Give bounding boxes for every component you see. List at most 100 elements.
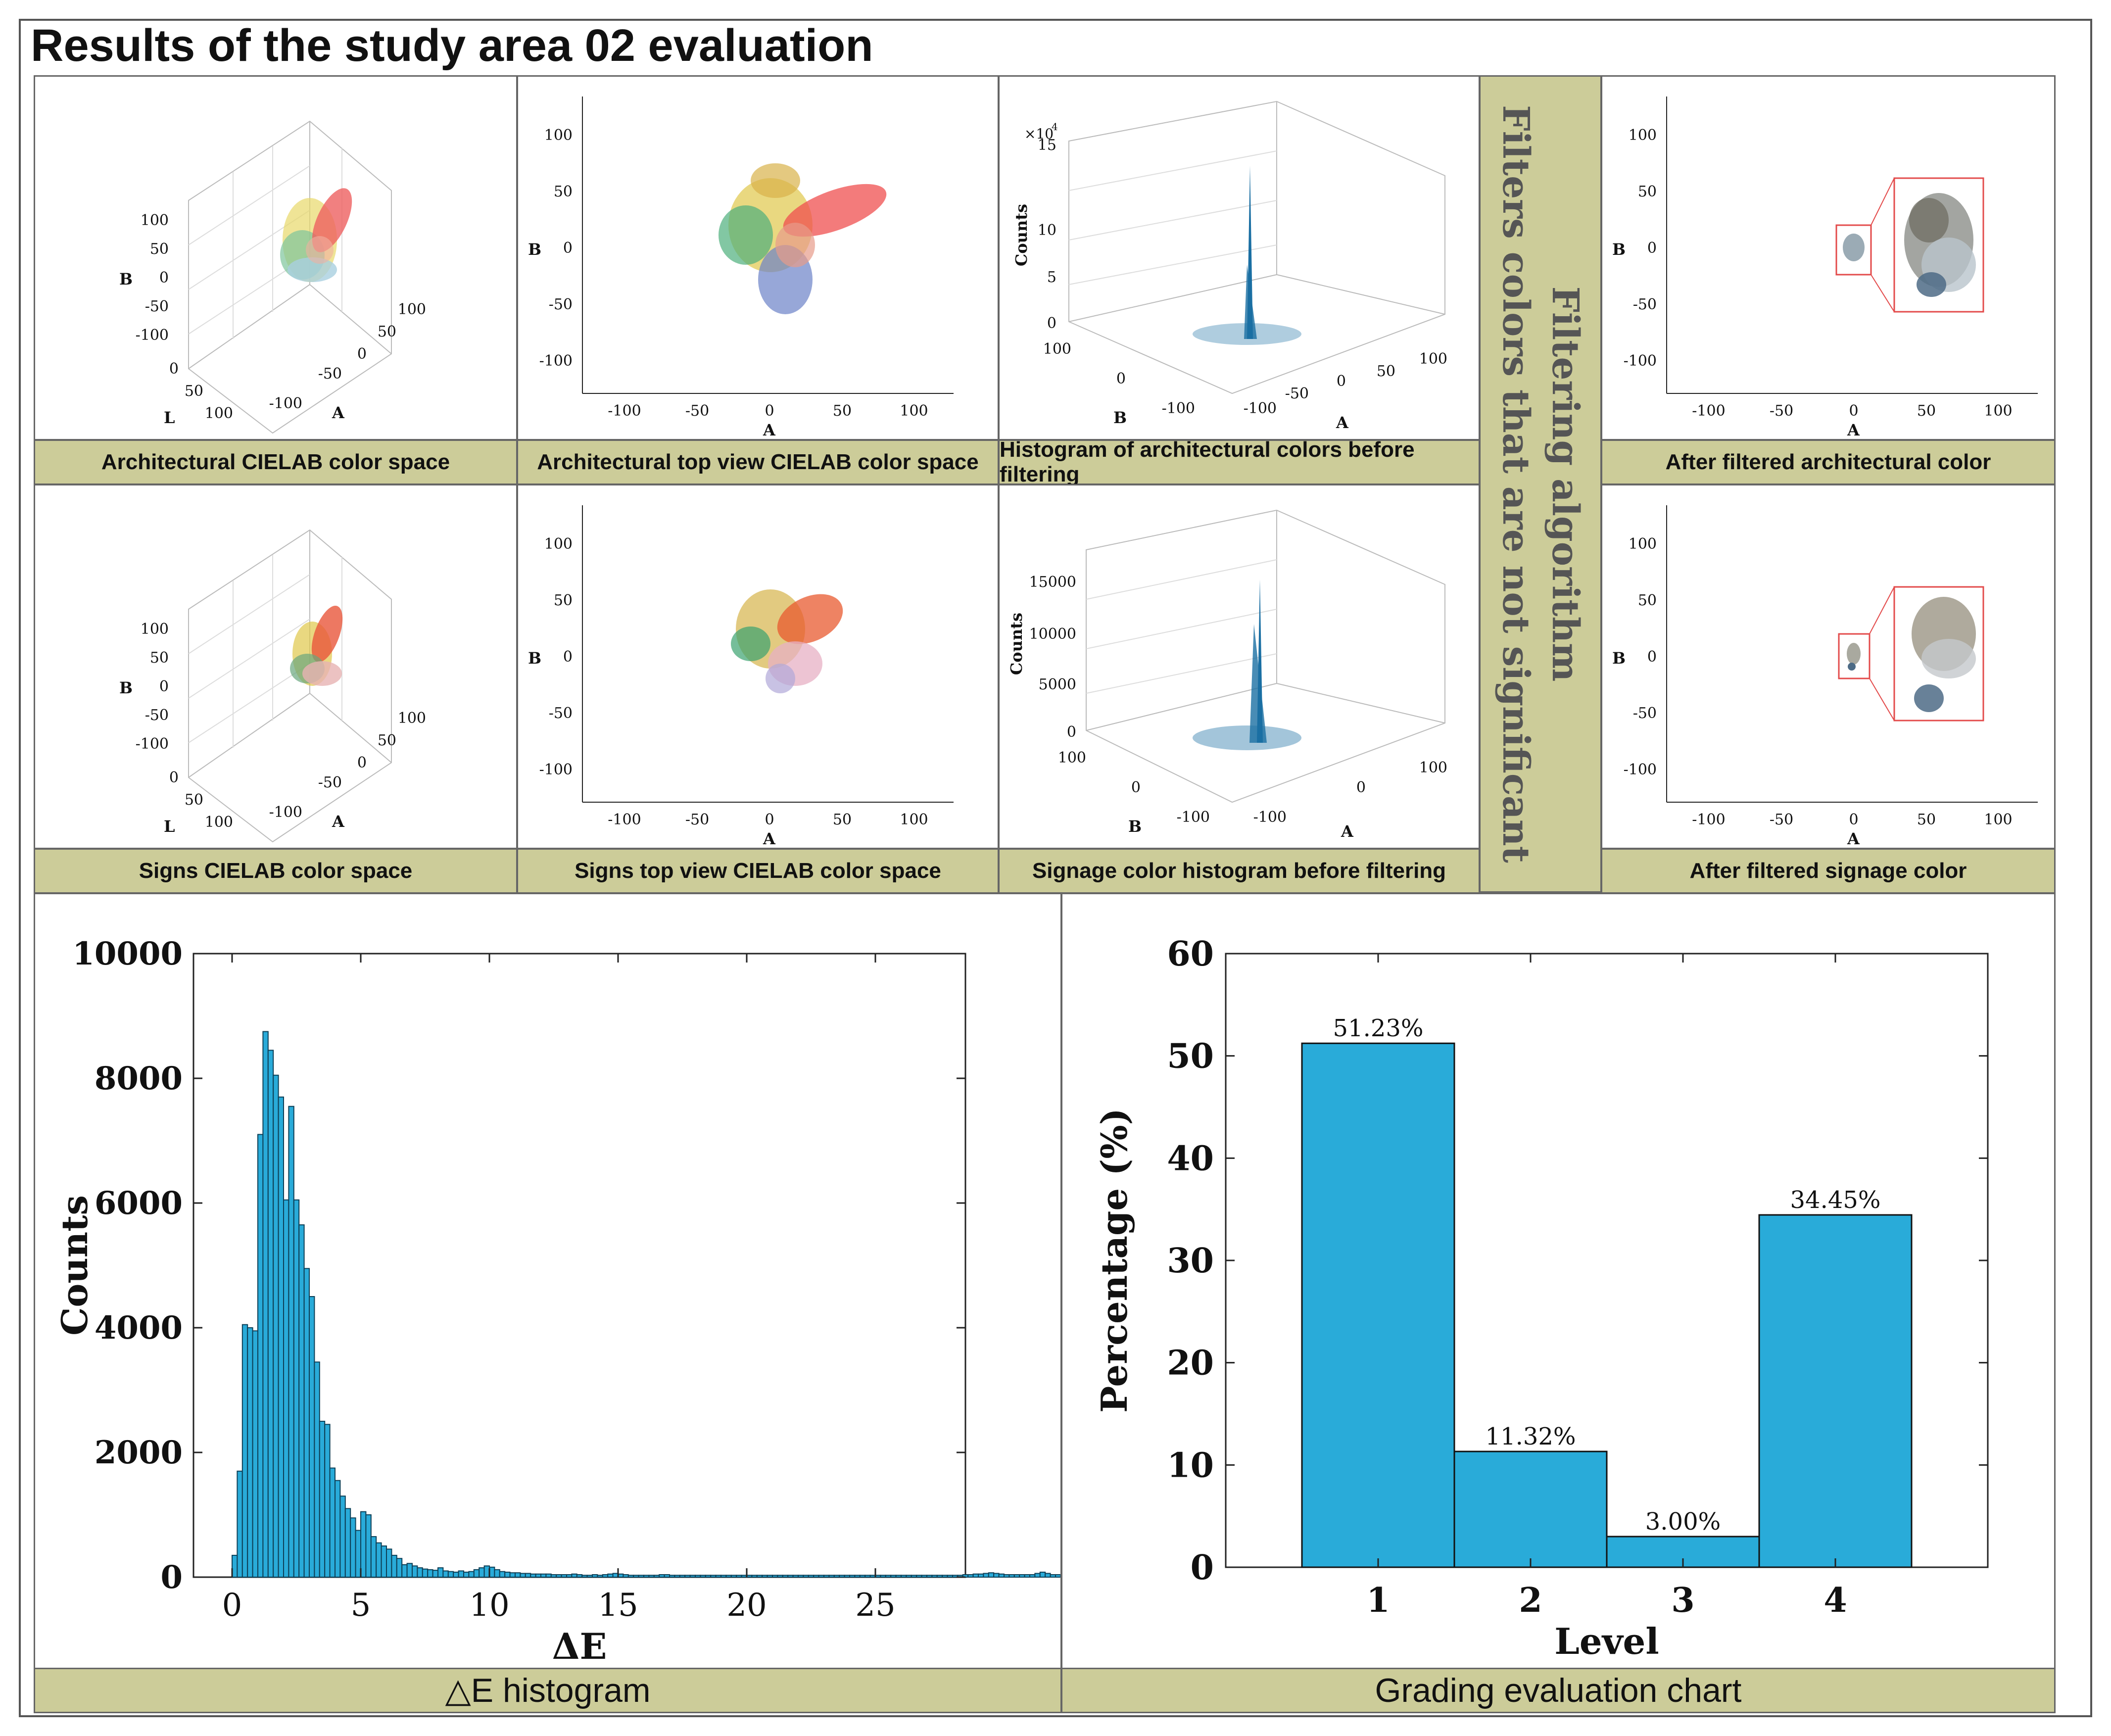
histogram-bar	[859, 1575, 866, 1578]
tick-a-100: 100	[398, 301, 426, 318]
histogram-bar	[664, 1574, 670, 1578]
tick-a-50: 50	[833, 402, 852, 420]
tick-b-m100: -100	[539, 352, 573, 370]
histogram-bar	[756, 1575, 763, 1578]
caption-arch-hist: Histogram of architectural colors before…	[998, 437, 1480, 486]
tick-a-0: 0	[1356, 779, 1366, 796]
tick-a-100: 100	[1984, 402, 2012, 420]
histogram-bar	[679, 1575, 686, 1578]
histogram-bar	[468, 1571, 475, 1578]
x-tick-label: 20	[726, 1587, 767, 1624]
tick-a-m100: -100	[1692, 402, 1725, 420]
tick-a-100: 100	[1419, 350, 1447, 368]
tick-a-m100: -100	[608, 402, 641, 420]
y-tick-label: 10000	[72, 935, 183, 972]
histogram-bar	[612, 1573, 619, 1578]
histogram-bar	[710, 1575, 717, 1578]
y-tick-label: 6000	[95, 1185, 183, 1222]
tick-b-100: 100	[141, 621, 169, 638]
tick-a-0: 0	[765, 402, 774, 420]
histogram-bar	[967, 1574, 974, 1578]
histogram-bar	[993, 1573, 1000, 1578]
histogram-bar	[530, 1573, 536, 1578]
tick-b-100: 100	[544, 535, 573, 553]
tick-a-m100: -100	[1692, 811, 1725, 828]
histogram-bar	[895, 1575, 902, 1578]
filtering-algorithm-text: Filtering algorithm Filters colors that …	[1491, 105, 1590, 863]
tick-counts-5000: 5000	[1039, 676, 1076, 693]
tick-b-0: 0	[1131, 779, 1141, 796]
histogram-bar	[808, 1575, 815, 1578]
histogram-bar	[504, 1571, 511, 1578]
tick-a-50: 50	[1377, 363, 1395, 380]
tick-b-m50: -50	[549, 705, 573, 722]
outer-border	[19, 19, 2092, 1717]
axis-a-label: A	[1336, 413, 1349, 432]
y-tick-label: 20	[1167, 1344, 1214, 1383]
histogram-bar	[437, 1567, 444, 1578]
panel-signs-filtered: 100 50 0 -50 -100 -100 -50 0 50 100 B A	[1601, 484, 2056, 849]
histogram-bar	[339, 1495, 346, 1578]
tick-b-m100: -100	[1624, 352, 1657, 370]
histogram-bar	[1050, 1574, 1056, 1578]
axis-counts-label: Counts	[1012, 204, 1031, 266]
histogram-bar	[376, 1542, 382, 1578]
histogram-bar	[499, 1571, 506, 1578]
histogram-bar	[659, 1574, 665, 1578]
tick-b-50: 50	[554, 592, 573, 609]
tick-counts-10000: 10000	[1029, 626, 1076, 643]
histogram-bar	[653, 1575, 660, 1578]
tick-b-0: 0	[563, 240, 573, 257]
histogram-bar	[344, 1508, 351, 1578]
caption-signs-hist: Signage color histogram before filtering	[998, 848, 1480, 894]
page-title: Results of the study area 02 evaluation	[31, 20, 873, 71]
tick-a-100: 100	[1984, 811, 2012, 828]
axis-l-label: L	[164, 408, 175, 427]
histogram-bar	[540, 1573, 547, 1578]
histogram-bar	[324, 1424, 331, 1578]
axis-b-label: B	[528, 649, 541, 668]
y-axis-label: Percentage (%)	[1093, 1108, 1135, 1413]
histogram-bar	[283, 1199, 289, 1578]
tick-l-0: 0	[169, 360, 179, 378]
histogram-bar	[278, 1096, 285, 1578]
histogram-bar	[751, 1575, 758, 1578]
tick-b-100: 100	[141, 212, 169, 229]
tick-b-0: 0	[159, 269, 169, 287]
histogram-bar	[736, 1575, 742, 1578]
histogram-bar	[396, 1558, 403, 1578]
tick-a-50: 50	[1917, 402, 1936, 420]
axis-b-label: B	[1113, 408, 1127, 427]
tick-b-100: 100	[1629, 127, 1657, 144]
tick-b-m100: -100	[1162, 400, 1195, 417]
histogram-bar	[972, 1573, 979, 1578]
axis-exp-label: ×10	[1024, 126, 1054, 142]
tick-b-50: 50	[1638, 592, 1657, 609]
tick-a-50: 50	[378, 323, 396, 340]
tick-b-0: 0	[159, 678, 169, 695]
tick-a-m100: -100	[608, 811, 641, 828]
histogram-bar	[417, 1567, 423, 1578]
caption-signs-cielab: Signs CIELAB color space	[34, 848, 518, 894]
histogram-bar	[525, 1573, 531, 1578]
tick-a-m100: -100	[1253, 809, 1287, 826]
histogram-bar	[288, 1106, 294, 1578]
axis-a-label: A	[763, 829, 776, 848]
histogram-bar	[648, 1575, 655, 1578]
histogram-bar	[916, 1575, 922, 1578]
tick-a-50: 50	[833, 811, 852, 828]
panel-arch-cielab: 100 50 0 -50 -100 0 50 100 -100 -50 0 50…	[34, 75, 518, 440]
histogram-bar	[355, 1530, 361, 1578]
grade-bar	[1606, 1536, 1760, 1568]
tick-counts-15000: 15000	[1029, 574, 1076, 591]
histogram-bar	[391, 1554, 397, 1578]
tick-b-100: 100	[1043, 340, 1071, 358]
histogram-bar	[854, 1575, 861, 1578]
histogram-bar	[401, 1564, 408, 1578]
x-axis-label: Level	[1554, 1620, 1659, 1662]
histogram-bar	[931, 1575, 938, 1578]
histogram-bar	[674, 1575, 680, 1578]
histogram-bar	[818, 1575, 824, 1578]
histogram-bar	[365, 1514, 372, 1578]
histogram-bar	[839, 1575, 845, 1578]
